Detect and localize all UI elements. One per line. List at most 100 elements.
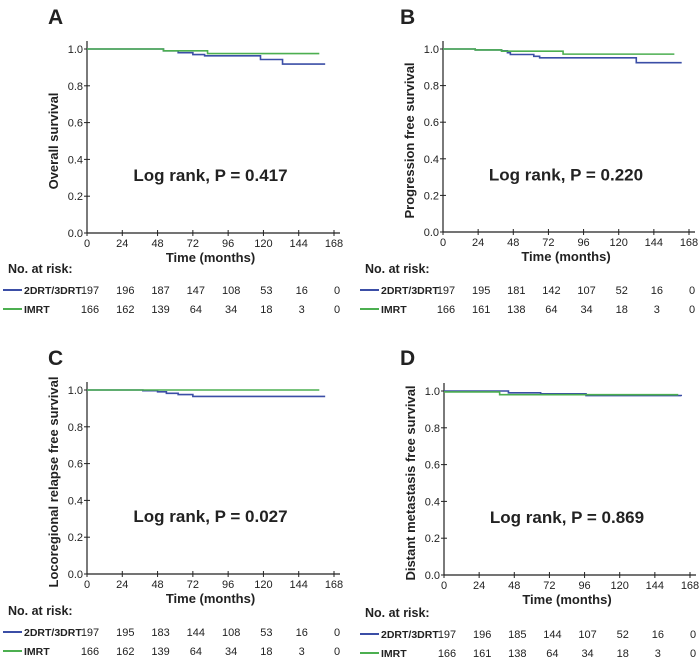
x-tick-label: 72 xyxy=(542,237,554,249)
risk-count: 34 xyxy=(225,304,237,316)
risk-group-label: IMRT xyxy=(381,304,407,316)
x-tick-label: 72 xyxy=(187,238,199,250)
risk-count: 3 xyxy=(654,304,660,316)
risk-count: 0 xyxy=(334,627,340,639)
x-tick-label: 96 xyxy=(222,238,234,250)
risk-count: 64 xyxy=(190,304,202,316)
risk-count: 107 xyxy=(578,629,596,641)
risk-group-label: IMRT xyxy=(24,646,50,658)
risk-count: 195 xyxy=(472,285,490,297)
risk-count: 0 xyxy=(690,648,696,660)
x-tick-label: 168 xyxy=(680,237,698,249)
risk-count: 161 xyxy=(472,304,490,316)
risk-count: 144 xyxy=(543,629,561,641)
x-tick-label: 72 xyxy=(543,580,555,592)
y-tick-label: 0.4 xyxy=(68,154,83,166)
risk-table-title: No. at risk: xyxy=(8,262,73,276)
y-tick-label: 0.8 xyxy=(68,81,83,93)
y-tick-label: 0.8 xyxy=(425,423,440,435)
x-tick-label: 48 xyxy=(507,237,519,249)
risk-count: 197 xyxy=(81,627,99,639)
risk-group-label: 2DRT/3DRT xyxy=(381,629,439,641)
panel-c: C 0 24 48 72 96 120 144 168 0.0 0.2 0.4 0.6 0.8 1.0 Tim… xyxy=(3,347,343,658)
risk-group-label: 2DRT/3DRT xyxy=(381,285,439,297)
risk-group-label: IMRT xyxy=(24,304,50,316)
risk-count: 0 xyxy=(690,629,696,641)
risk-count: 16 xyxy=(296,285,308,297)
risk-count: 16 xyxy=(296,627,308,639)
risk-count: 107 xyxy=(577,285,595,297)
risk-count: 18 xyxy=(260,646,272,658)
risk-table-title: No. at risk: xyxy=(365,262,430,276)
x-tick-label: 168 xyxy=(681,580,699,592)
risk-count: 53 xyxy=(260,627,272,639)
y-tick-label: 0.2 xyxy=(68,532,83,544)
x-tick-label: 48 xyxy=(508,580,520,592)
y-tick-label: 1.0 xyxy=(425,386,440,398)
risk-count: 144 xyxy=(187,627,205,639)
x-axis-title: Time (months) xyxy=(166,591,255,606)
risk-count: 195 xyxy=(116,627,134,639)
risk-count: 196 xyxy=(116,285,134,297)
y-tick-label: 1.0 xyxy=(424,44,439,56)
x-tick-label: 48 xyxy=(151,238,163,250)
risk-count: 147 xyxy=(187,285,205,297)
risk-count: 3 xyxy=(299,304,305,316)
x-tick-label: 96 xyxy=(578,580,590,592)
x-tick-label: 144 xyxy=(290,579,308,591)
risk-count: 18 xyxy=(616,304,628,316)
x-tick-label: 168 xyxy=(325,579,343,591)
risk-group-label: IMRT xyxy=(381,648,407,660)
y-axis-title: Distant metastasis free survival xyxy=(403,385,418,580)
risk-count: 187 xyxy=(151,285,169,297)
x-tick-label: 144 xyxy=(646,580,664,592)
y-tick-label: 0.0 xyxy=(424,227,439,239)
x-tick-label: 24 xyxy=(473,580,485,592)
risk-count: 52 xyxy=(617,629,629,641)
risk-count: 185 xyxy=(508,629,526,641)
risk-count: 142 xyxy=(542,285,560,297)
risk-count: 0 xyxy=(334,304,340,316)
x-axis-title: Time (months) xyxy=(521,249,610,264)
risk-group-label: 2DRT/3DRT xyxy=(24,627,82,639)
risk-count: 34 xyxy=(225,646,237,658)
x-tick-label: 168 xyxy=(325,238,343,250)
panel-label: C xyxy=(48,347,63,370)
risk-count: 138 xyxy=(508,648,526,660)
risk-count: 166 xyxy=(438,648,456,660)
risk-count: 183 xyxy=(151,627,169,639)
risk-count: 196 xyxy=(473,629,491,641)
x-tick-label: 0 xyxy=(84,238,90,250)
log-rank-annotation: Log rank, P = 0.417 xyxy=(133,166,287,185)
x-tick-label: 24 xyxy=(116,238,128,250)
risk-count: 162 xyxy=(116,304,134,316)
x-tick-label: 0 xyxy=(441,580,447,592)
risk-count: 181 xyxy=(507,285,525,297)
x-tick-label: 48 xyxy=(151,579,163,591)
survival-curve-imrt xyxy=(443,48,675,55)
y-tick-label: 0.2 xyxy=(425,533,440,545)
y-tick-label: 0.4 xyxy=(425,496,440,508)
x-axis-title: Time (months) xyxy=(522,592,611,607)
y-tick-label: 0.4 xyxy=(68,495,83,507)
log-rank-annotation: Log rank, P = 0.220 xyxy=(489,166,643,185)
panel-b: B 0 24 48 72 96 120 144 168 0.0 0.2 0.4 0.6 0.8 1.0 Tim… xyxy=(360,6,698,316)
y-tick-label: 1.0 xyxy=(68,385,83,397)
log-rank-annotation: Log rank, P = 0.027 xyxy=(133,507,287,526)
x-tick-label: 24 xyxy=(116,579,128,591)
x-tick-label: 0 xyxy=(84,579,90,591)
risk-count: 3 xyxy=(655,648,661,660)
y-tick-label: 1.0 xyxy=(68,44,83,56)
risk-count: 64 xyxy=(190,646,202,658)
risk-count: 162 xyxy=(116,646,134,658)
y-tick-label: 0.0 xyxy=(68,569,83,581)
risk-count: 166 xyxy=(437,304,455,316)
y-axis-title: Locoregional relapse free survival xyxy=(46,377,61,588)
survival-curve-2drt-3drt xyxy=(444,390,683,397)
y-tick-label: 0.6 xyxy=(425,460,440,472)
risk-count: 197 xyxy=(437,285,455,297)
y-axis-title: Progression free survival xyxy=(402,62,417,218)
x-tick-label: 120 xyxy=(254,238,272,250)
y-tick-label: 0.0 xyxy=(68,228,83,240)
y-tick-label: 0.6 xyxy=(424,117,439,129)
